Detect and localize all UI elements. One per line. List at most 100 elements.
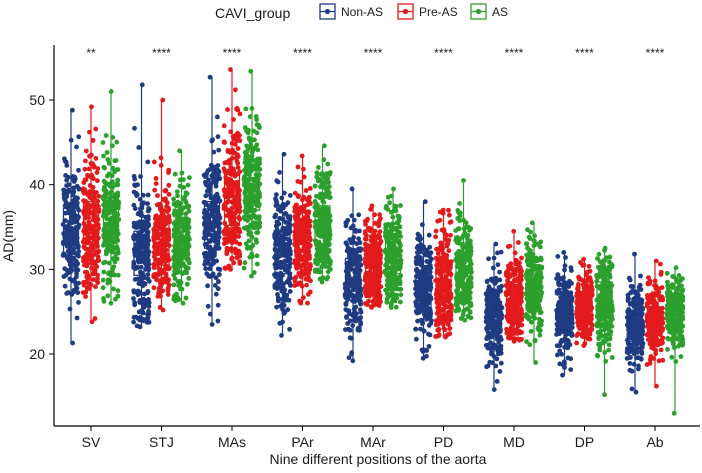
data-point (287, 193, 293, 198)
data-point (94, 215, 99, 221)
data-point (325, 274, 331, 280)
data-point (82, 166, 88, 172)
data-point (653, 351, 659, 357)
data-point (131, 296, 136, 301)
data-point (496, 316, 502, 322)
data-point (557, 348, 563, 354)
data-point (494, 333, 499, 338)
data-point (554, 332, 559, 337)
data-point (630, 342, 636, 348)
data-point (151, 159, 157, 165)
data-point (519, 255, 524, 261)
data-point (345, 270, 351, 276)
data-point (112, 227, 118, 232)
data-point (584, 269, 590, 275)
data-point (64, 241, 70, 247)
data-point (276, 221, 282, 227)
data-point (556, 280, 561, 285)
data-point (163, 196, 168, 202)
data-point (498, 360, 504, 366)
data-point (205, 303, 211, 309)
data-point (84, 200, 90, 206)
data-point (446, 248, 452, 254)
data-point (231, 260, 237, 266)
data-point (153, 181, 159, 187)
data-point (307, 186, 313, 191)
data-point (499, 283, 504, 289)
data-point (278, 264, 283, 270)
data-point (443, 267, 449, 273)
data-point (230, 190, 235, 196)
data-point (132, 300, 138, 306)
data-point (163, 277, 169, 283)
data-point (273, 198, 279, 204)
data-point (629, 324, 634, 329)
data-point (487, 359, 493, 365)
data-point (61, 187, 67, 193)
data-point (183, 264, 188, 269)
data-point (255, 147, 261, 153)
data-point (489, 350, 494, 355)
data-point (363, 241, 368, 247)
data-point (285, 307, 291, 313)
data-point (89, 203, 95, 209)
data-point (131, 319, 137, 325)
data-point (93, 156, 99, 161)
data-point (165, 285, 171, 291)
data-point (357, 327, 362, 333)
data-point (516, 240, 521, 245)
data-point (105, 280, 111, 286)
data-point (303, 188, 309, 193)
data-point-max (493, 241, 499, 247)
data-point (494, 356, 500, 362)
data-point (205, 168, 211, 174)
data-point (212, 283, 218, 288)
data-point (224, 169, 230, 175)
data-point (302, 244, 308, 250)
data-point (164, 239, 170, 245)
data-point (244, 245, 250, 251)
data-point (561, 275, 566, 280)
data-point (285, 236, 290, 242)
data-point (227, 185, 232, 191)
data-point (202, 261, 208, 267)
data-point (184, 257, 190, 263)
data-point (444, 253, 450, 258)
data-point-min (89, 319, 95, 325)
data-point (577, 318, 583, 324)
data-point (347, 335, 353, 341)
data-point (135, 182, 140, 188)
legend-entry-label: Non-AS (341, 5, 383, 19)
data-point (418, 326, 423, 332)
data-point (201, 251, 207, 257)
data-point (646, 275, 651, 280)
data-point-max (561, 250, 567, 255)
data-point (72, 289, 77, 294)
data-point (283, 297, 289, 303)
data-point (213, 209, 218, 215)
data-point (136, 259, 141, 264)
data-point (518, 287, 524, 293)
data-point (86, 219, 92, 225)
data-point (558, 294, 564, 300)
data-point (444, 286, 450, 292)
data-point (183, 211, 189, 217)
data-point (574, 340, 580, 346)
data-point (176, 214, 182, 219)
data-point (112, 206, 118, 212)
data-point (145, 201, 151, 207)
data-point (436, 332, 442, 338)
data-point (235, 183, 240, 189)
data-point (489, 303, 495, 309)
data-point (163, 216, 169, 222)
data-point (71, 189, 77, 195)
data-point (514, 286, 519, 292)
data-point (378, 239, 384, 245)
legend-entry-as: AS (470, 3, 508, 20)
data-point (498, 337, 504, 342)
data-point (166, 266, 172, 271)
data-point (249, 182, 255, 188)
data-point (70, 242, 76, 247)
data-point (245, 182, 250, 188)
data-point (303, 259, 308, 264)
